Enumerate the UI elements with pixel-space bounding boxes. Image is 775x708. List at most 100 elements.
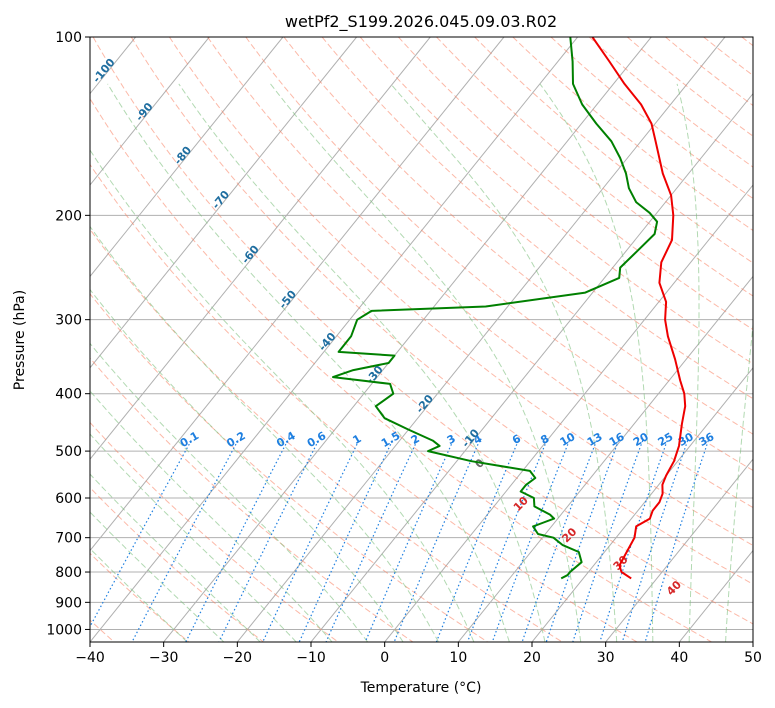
- y-tick-label: 400: [55, 387, 82, 403]
- mixing-ratio-line: [298, 440, 393, 642]
- y-tick-label: 600: [55, 491, 82, 507]
- x-tick-label: 40: [670, 650, 688, 666]
- moist-adiabat-line: [725, 319, 753, 642]
- grid-lines: [90, 37, 753, 630]
- isotherm-line: [605, 458, 753, 642]
- y-tick-label: 900: [55, 595, 82, 611]
- mixing-ratio-label: 10: [558, 430, 578, 449]
- dry-adiabat-line: [512, 37, 753, 232]
- isotherm-line: [90, 37, 284, 278]
- isotherm-line: [90, 37, 210, 186]
- dry-adiabat-line: [168, 37, 753, 546]
- dry-adiabat-line: [90, 163, 638, 642]
- x-tick-label: 20: [523, 650, 541, 666]
- mixing-ratio-label: 0.4: [274, 429, 298, 450]
- dry-adiabat-line: [588, 37, 753, 168]
- dry-adiabat-line: [398, 37, 753, 331]
- mixing-ratio-label: 13: [585, 430, 605, 449]
- mixing-ratio-line: [572, 440, 644, 642]
- mixing-ratio-label: 0.6: [305, 429, 329, 450]
- mixing-ratio-label: 8: [538, 432, 551, 447]
- mixing-ratio-line: [644, 440, 709, 642]
- dry-adiabat-line: [474, 37, 753, 264]
- dry-adiabat-line: [207, 37, 753, 509]
- dry-adiabat-line: [436, 37, 753, 297]
- moist-adiabat-line: [90, 225, 439, 642]
- dry-adiabat-label: -100: [90, 56, 118, 86]
- mixing-ratio-line: [621, 440, 689, 642]
- x-tick-label: −10: [296, 650, 326, 666]
- mixing-ratio-label: 0.1: [178, 429, 201, 450]
- dry-adiabat-line: [130, 37, 753, 585]
- y-tick-label: 200: [55, 208, 82, 224]
- dry-adiabat-line: [90, 228, 563, 642]
- dry-adiabat-label: -60: [239, 243, 262, 267]
- dry-adiabat-line: [359, 37, 753, 365]
- isotherm-line: [457, 275, 753, 642]
- x-tick-label: 30: [597, 650, 615, 666]
- x-tick-label: −30: [149, 650, 179, 666]
- moist-adiabat-line: [90, 288, 404, 642]
- isotherm-line: [752, 641, 753, 642]
- moist-adiabats: [90, 83, 753, 642]
- dry-adiabat-line: [550, 37, 753, 200]
- x-tick-label: 50: [744, 650, 762, 666]
- isotherm-line: [90, 37, 579, 642]
- y-tick-label: 100: [55, 30, 82, 46]
- dry-adiabat-line: [90, 552, 190, 642]
- mixing-ratio-line: [262, 440, 360, 642]
- dry-adiabat-line: [245, 37, 753, 472]
- isotherm-line: [678, 549, 753, 642]
- moist-adiabat-line: [90, 149, 475, 642]
- isotherm-line: [90, 37, 505, 552]
- dry-adiabat-line: [92, 37, 753, 625]
- y-tick-label: 800: [55, 565, 82, 581]
- dry-adiabat-line: [90, 486, 264, 642]
- moist-adiabat-line: [90, 390, 333, 642]
- y-axis-ticks: 100 200 300 400 500 600 700 800 900 1000: [46, 30, 90, 638]
- moist-adiabat-line: [539, 83, 654, 642]
- dry-adiabat-line: [90, 97, 712, 642]
- mixing-ratio-line: [491, 440, 570, 642]
- mixing-ratio-line: [466, 440, 548, 642]
- moist-adiabat-line: [270, 83, 582, 642]
- temperature-profile-line: [591, 37, 687, 580]
- isotherm-line: [384, 184, 753, 642]
- plot-frame: [89, 36, 754, 643]
- dry-adiabat-line: [283, 37, 753, 435]
- y-tick-label: 500: [55, 444, 82, 460]
- moist-adiabat-line: [676, 83, 700, 642]
- mixing-ratio-label: 1: [350, 432, 363, 447]
- moist-adiabat-label: 40: [664, 578, 684, 598]
- mixing-ratio-line: [131, 440, 239, 642]
- x-tick-label: −20: [223, 650, 253, 666]
- isotherm-line: [90, 37, 358, 369]
- mixing-ratio-label: 25: [656, 430, 676, 449]
- dry-adiabat-line: [741, 37, 753, 47]
- isotherm-line: [163, 37, 652, 642]
- moist-adiabat-line: [90, 473, 261, 642]
- dry-adiabat-line: [703, 37, 753, 77]
- mixing-ratio-lines: [90, 440, 709, 642]
- mixing-ratio-line: [393, 440, 481, 642]
- y-axis-label: Pressure (hPa): [12, 290, 28, 390]
- dry-adiabat-label: -90: [133, 100, 156, 124]
- mixing-ratio-line: [599, 440, 668, 642]
- isotherm-line: [531, 367, 753, 642]
- plot-area: 0.1 0.2 0.4 0.6 1 1.5 2 3 4 6 8 10 13 16 20 25 30 36-100-…: [90, 37, 753, 642]
- moist-adiabat-line: [90, 511, 225, 642]
- mixing-ratio-line: [521, 440, 598, 642]
- mixing-ratio-label: 20: [631, 430, 651, 449]
- dry-adiabats: [90, 37, 753, 642]
- chart-title: wetPf2_S199.2026.045.09.03.R02: [285, 12, 557, 32]
- dewpoint-profile-line: [332, 37, 659, 580]
- dry-adiabat-label: -80: [171, 144, 194, 168]
- dry-adiabat-label: -50: [276, 288, 299, 312]
- moist-adiabat-label: 10: [511, 494, 531, 514]
- dry-adiabat-label: -20: [413, 392, 436, 416]
- moist-adiabat-line: [178, 83, 546, 642]
- y-tick-label: 300: [55, 313, 82, 329]
- x-tick-label: 10: [449, 650, 467, 666]
- mixing-ratio-line: [545, 440, 620, 642]
